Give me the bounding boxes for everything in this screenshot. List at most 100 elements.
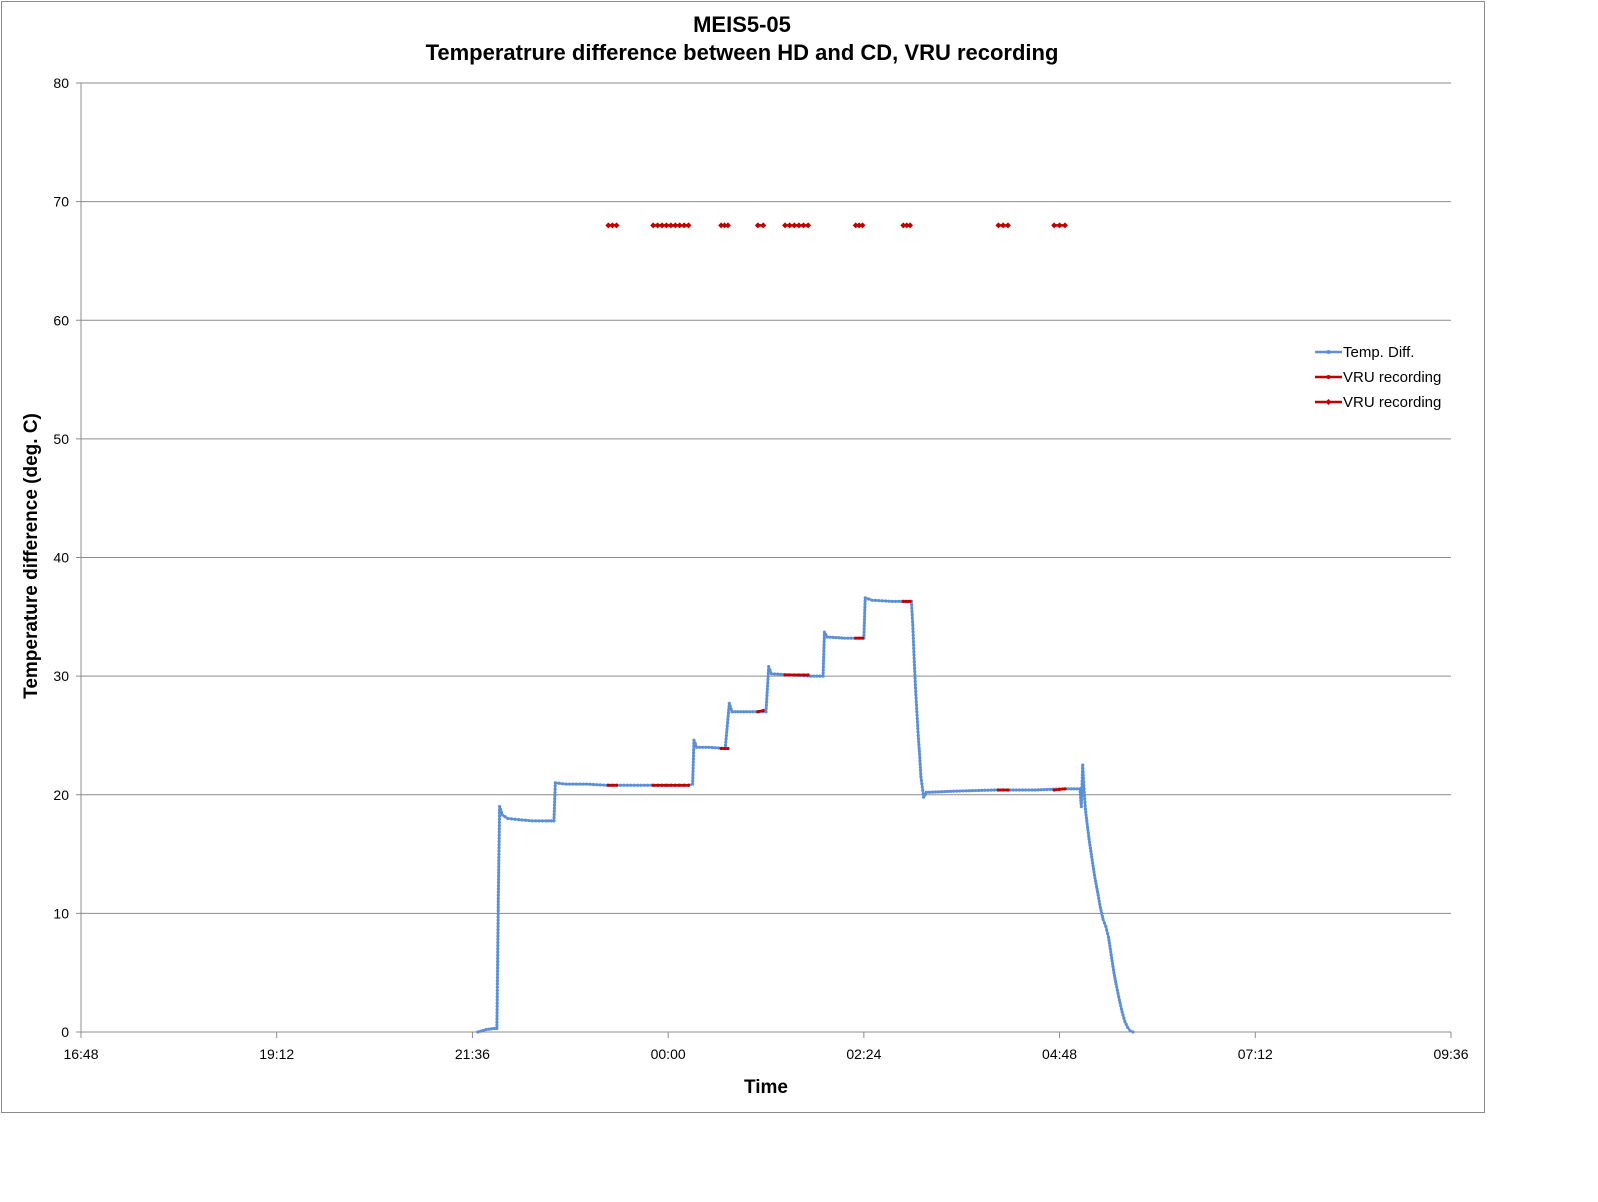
data-point: [613, 222, 620, 229]
data-point: [497, 858, 501, 862]
data-point: [497, 861, 501, 866]
data-point: [921, 788, 925, 793]
data-point: [1042, 788, 1046, 792]
data-point: [1121, 1013, 1125, 1017]
data-point: [673, 783, 677, 787]
data-point: [506, 816, 510, 821]
data-point: [1083, 804, 1087, 808]
data-point: [900, 222, 907, 229]
data-point: [574, 782, 579, 786]
legend-marker: [1325, 399, 1332, 405]
data-point: [822, 643, 826, 647]
data-point: [812, 674, 816, 678]
legend-marker: [1326, 375, 1331, 379]
data-point: [863, 605, 867, 609]
data-point: [495, 998, 499, 1002]
data-point: [1062, 222, 1069, 229]
data-point: [831, 635, 835, 639]
data-point: [495, 994, 499, 999]
data-point: [520, 818, 524, 822]
data-point: [578, 782, 582, 786]
data-point: [553, 800, 557, 804]
data-point: [914, 699, 918, 704]
data-point: [495, 1017, 499, 1021]
data-point: [917, 749, 921, 753]
data-point: [1017, 788, 1022, 792]
data-point: [1101, 917, 1105, 921]
data-point: [724, 737, 728, 741]
data-point: [918, 756, 922, 760]
data-point: [693, 742, 697, 746]
data-point: [913, 676, 917, 680]
data-point: [701, 745, 705, 749]
data-point: [571, 782, 575, 786]
data-point: [840, 636, 844, 640]
data-point: [496, 924, 500, 929]
data-point: [552, 819, 556, 823]
x-tick-label: 09:36: [1433, 1046, 1468, 1062]
data-point: [1081, 763, 1085, 767]
data-point: [513, 817, 517, 821]
data-point: [1109, 953, 1113, 957]
data-point: [497, 820, 501, 825]
data-point: [980, 788, 984, 792]
data-point: [912, 646, 916, 650]
data-point: [821, 665, 825, 669]
data-point: [1091, 867, 1096, 871]
y-tick-label: 0: [61, 1024, 69, 1040]
data-point: [1092, 873, 1097, 877]
data-point: [911, 623, 915, 627]
data-point: [977, 788, 981, 793]
data-point: [660, 783, 664, 787]
data-point: [724, 740, 728, 744]
data-point: [919, 778, 923, 782]
data-point: [779, 672, 783, 676]
data-point: [910, 609, 914, 614]
data-point: [496, 937, 500, 941]
data-point: [1084, 810, 1088, 814]
data-point: [887, 599, 891, 603]
data-point: [766, 671, 770, 675]
data-point: [1069, 787, 1073, 791]
data-point: [776, 672, 780, 676]
data-point: [724, 734, 728, 738]
data-point: [692, 738, 696, 742]
data-point: [1104, 924, 1108, 929]
data-point: [911, 636, 915, 641]
data-point: [1113, 979, 1118, 983]
data-point: [691, 769, 695, 774]
data-point: [1079, 798, 1084, 802]
data-point: [822, 636, 826, 641]
data-point: [557, 781, 561, 785]
data-point: [725, 724, 729, 728]
data-point: [588, 782, 592, 786]
data-point: [650, 222, 657, 229]
data-point: [916, 733, 920, 738]
data-point: [495, 1004, 499, 1008]
data-point: [1084, 813, 1088, 817]
data-point: [1096, 890, 1100, 894]
data-point: [692, 747, 696, 752]
data-point: [862, 633, 866, 637]
data-point: [890, 599, 894, 603]
data-point: [736, 710, 740, 714]
data-point: [727, 701, 731, 706]
data-point: [495, 991, 499, 996]
data-point: [961, 789, 965, 793]
data-point: [930, 790, 935, 794]
data-point: [691, 779, 695, 783]
data-point: [691, 776, 695, 780]
x-tick-label: 07:12: [1238, 1046, 1273, 1062]
data-point: [639, 783, 643, 787]
data-point: [821, 671, 825, 675]
tick-labels: 0 10 20 30 40 50 60 70 80 16:48 19:12 21:36 00:00 02:…: [53, 75, 1468, 1062]
data-point: [654, 222, 661, 229]
data-point: [745, 710, 749, 714]
data-point: [1082, 793, 1087, 798]
y-tick-label: 20: [53, 787, 69, 803]
data-point: [1075, 787, 1079, 791]
data-point: [1111, 965, 1115, 969]
data-point: [973, 788, 978, 793]
data-point: [1030, 788, 1034, 792]
data-point: [766, 674, 770, 678]
